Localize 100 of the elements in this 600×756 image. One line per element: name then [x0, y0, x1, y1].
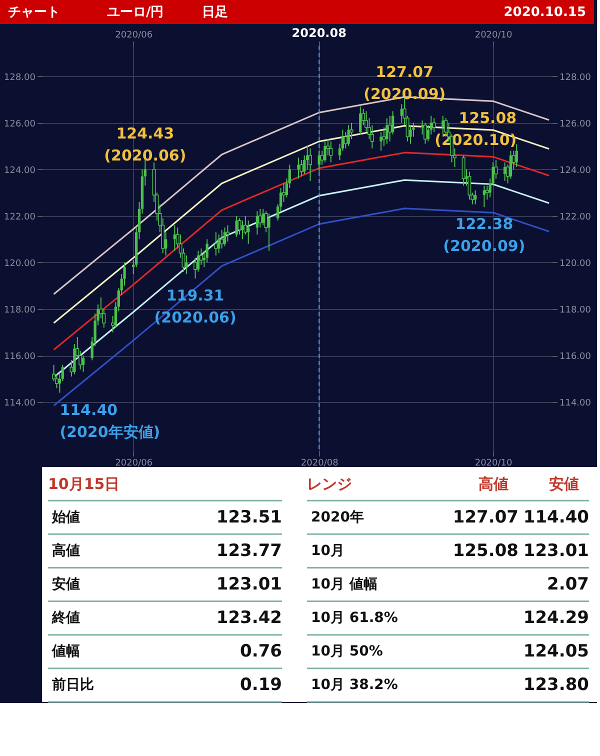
text: 123.01 [523, 540, 589, 561]
category-label: 10月 50% [311, 644, 383, 660]
x-tick-label: 2020/08 [300, 458, 339, 468]
candlestick [223, 227, 226, 247]
candlestick [504, 162, 506, 182]
annotation: 127.07 (2020.09) [364, 62, 446, 103]
x2-tick-label: 2020/06 [115, 30, 153, 40]
candlestick [468, 171, 472, 200]
candlestick [386, 118, 388, 144]
y2-tick-label: 126.00 [560, 119, 592, 130]
candlestick [241, 220, 244, 240]
candlestick [247, 220, 250, 244]
candlestick [482, 185, 486, 208]
candlestick [82, 355, 85, 372]
text: 2020.10.15 [504, 5, 586, 20]
category-label: 10月 値幅 [311, 576, 378, 592]
category-label: 終値 [52, 610, 80, 626]
text: 123.80 [523, 675, 589, 696]
candlestick [462, 154, 466, 186]
y2-tick-label: 116.00 [560, 352, 592, 362]
category-label: 10月 61.8% [311, 610, 398, 626]
y-tick-label: 124.00 [4, 166, 36, 176]
category-label: 始値 [52, 509, 80, 526]
candlestick [308, 148, 312, 182]
category-label: 値幅 [52, 644, 80, 660]
text: 123.42 [216, 608, 282, 628]
text: 125.08 [452, 540, 518, 561]
candlestick [509, 150, 512, 180]
candlestick [442, 115, 444, 135]
candlestick [515, 144, 518, 168]
y-tick-label: 114.00 [4, 398, 36, 409]
y2-tick-label: 124.00 [560, 166, 592, 176]
chart-title: チャート [8, 5, 60, 20]
y-tick-label: 116.00 [4, 352, 36, 362]
candlestick [226, 224, 230, 242]
candlestick [324, 140, 326, 163]
category-label: 安値 [52, 576, 80, 592]
y-tick-label: 128.00 [4, 72, 36, 83]
x-tick-label: 2020/10 [474, 458, 513, 468]
candlestick [424, 122, 427, 144]
candlestick [218, 234, 220, 254]
candlestick [262, 208, 264, 226]
x-tick-label: 2020/06 [115, 458, 153, 468]
text: 10月15日 [48, 474, 120, 493]
text: 123.01 [216, 574, 282, 594]
candlestick [185, 254, 188, 275]
candlestick [318, 150, 320, 172]
text: 日足 [202, 5, 228, 20]
candlestick [173, 224, 176, 252]
category-label: 2020年 [311, 509, 364, 526]
text: 2.07 [547, 574, 589, 594]
candlestick [329, 140, 333, 163]
candlestick [388, 115, 392, 142]
candlestick [474, 190, 477, 205]
category-label: 高値 [478, 474, 508, 493]
y-tick-label: 122.00 [4, 212, 36, 222]
y-tick-label: 120.00 [4, 258, 36, 269]
y-tick-label: 118.00 [4, 306, 36, 316]
text: 0.19 [240, 675, 282, 696]
category-label: 10月 38.2% [311, 677, 398, 694]
candlestick [400, 104, 403, 124]
text: レンジ [307, 474, 352, 493]
text: 127.07 [452, 507, 518, 528]
candlestick [256, 210, 259, 236]
text: 123.77 [216, 540, 282, 561]
text: 114.40 [523, 507, 589, 528]
candlestick [300, 160, 304, 177]
candlestick [380, 132, 382, 152]
candlestick [297, 157, 300, 180]
y2-tick-label: 120.00 [560, 258, 592, 269]
chart-subtitle: ユーロ/円 [107, 5, 164, 20]
y2-tick-label: 118.00 [560, 306, 592, 316]
annotation: 124.43 (2020.06) [104, 124, 186, 164]
text: 123.51 [216, 507, 282, 528]
category-label: 前日比 [52, 677, 94, 694]
category-label: 安値 [549, 474, 579, 493]
y2-tick-label: 122.00 [560, 212, 592, 222]
y2-tick-label: 128.00 [560, 72, 592, 83]
text: 124.29 [523, 608, 589, 628]
candlestick [306, 146, 309, 170]
ref-line-label: 2020.08 [292, 26, 346, 40]
annotation: 114.40 (2020年安値) [60, 400, 160, 441]
candlestick [347, 124, 350, 147]
category-label: 10月 [311, 542, 344, 559]
text: 0.76 [240, 642, 282, 662]
candlestick [214, 232, 218, 256]
candlestick [238, 218, 242, 236]
text: 124.05 [523, 642, 589, 662]
candlestick [235, 215, 238, 238]
x2-tick-label: 2020/10 [474, 30, 513, 40]
y2-tick-label: 114.00 [560, 398, 592, 409]
candlestick [359, 106, 362, 135]
candlestick [206, 238, 208, 263]
candlestick [268, 213, 270, 252]
candlestick [220, 229, 224, 249]
candlestick [344, 132, 348, 149]
category-label: 高値 [52, 542, 80, 559]
y-tick-label: 126.00 [4, 119, 36, 130]
candlestick [432, 118, 436, 133]
annotation: 122.38 (2020.09) [443, 215, 526, 256]
